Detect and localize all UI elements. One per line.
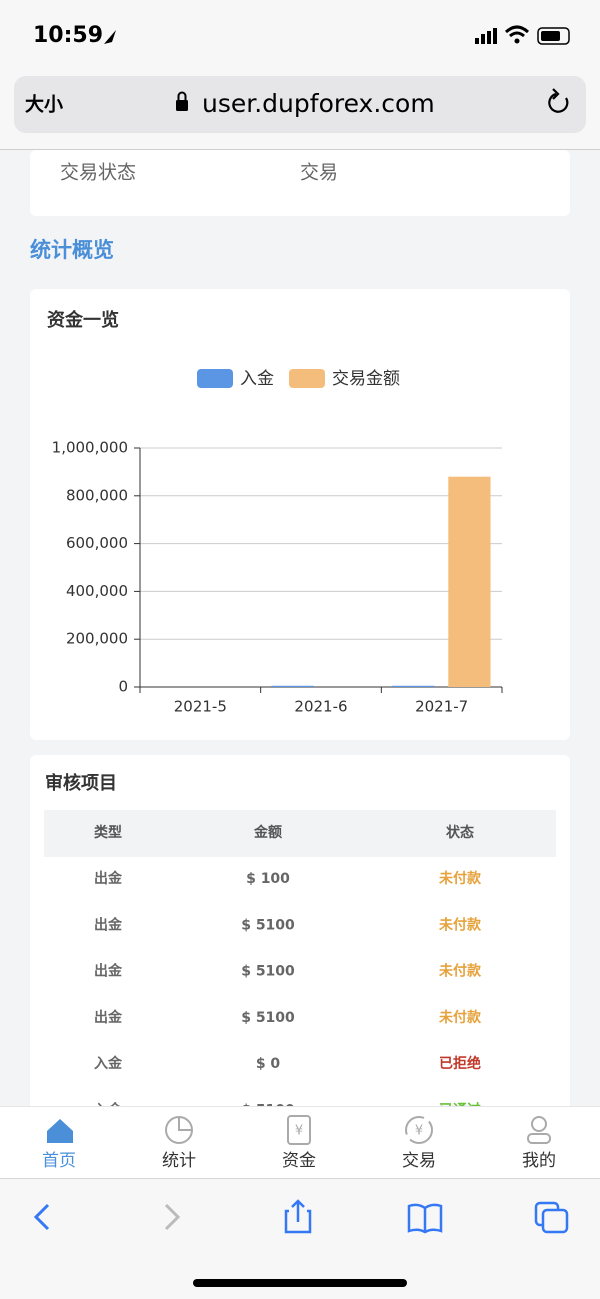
info-value: 交易 (300, 162, 338, 184)
cell-type: 入金 (94, 1055, 123, 1072)
cell-status: 已拒绝 (439, 1055, 481, 1072)
tab-label[interactable]: 首页 (42, 1151, 76, 1171)
clock: 10:59 (33, 23, 103, 48)
y-tick-label: 400,000 (66, 582, 128, 600)
bar (271, 685, 314, 687)
info-label: 交易状态 (60, 162, 136, 184)
tab-label[interactable]: 统计 (162, 1151, 196, 1171)
legend-swatch (289, 369, 325, 388)
y-tick-label: 600,000 (66, 534, 128, 552)
cell-type: 出金 (94, 916, 123, 933)
cell-type: 出金 (94, 870, 123, 887)
section-title: 统计概览 (30, 238, 114, 262)
table-header: 状态 (446, 824, 474, 841)
svg-text:¥: ¥ (295, 1124, 303, 1139)
bar (448, 476, 491, 687)
table-header: 金额 (253, 824, 282, 841)
x-tick-label: 2021-6 (294, 698, 347, 716)
cell-status: 未付款 (439, 870, 482, 887)
cell-status: 未付款 (439, 1009, 482, 1026)
tab-bar (0, 1106, 600, 1179)
y-tick-label: 1,000,000 (52, 439, 128, 457)
chart-card (30, 289, 570, 740)
cell-type: 出金 (94, 963, 123, 980)
x-tick-label: 2021-7 (415, 698, 468, 716)
cell-type: 出金 (94, 1009, 123, 1026)
cell-amount: $ 5100 (241, 964, 295, 980)
bar (392, 685, 435, 687)
legend-label: 入金 (240, 369, 274, 389)
cell-status: 未付款 (439, 963, 482, 980)
url-bar[interactable] (14, 76, 586, 133)
legend-swatch (197, 369, 233, 388)
y-tick-label: 800,000 (66, 486, 128, 504)
y-tick-label: 200,000 (66, 630, 128, 648)
url[interactable]: user.dupforex.com (202, 89, 435, 118)
x-tick-label: 2021-5 (174, 698, 227, 716)
tab-label[interactable]: 我的 (522, 1151, 556, 1171)
info-card (30, 150, 570, 216)
cell-amount: $ 100 (246, 871, 290, 887)
table-header: 类型 (94, 824, 122, 841)
chart-title: 资金一览 (47, 309, 119, 331)
legend-label: 交易金额 (332, 369, 400, 389)
cell-status: 未付款 (439, 916, 482, 933)
svg-text:¥: ¥ (415, 1124, 423, 1139)
tab-label[interactable]: 交易 (402, 1151, 436, 1171)
cell-amount: $ 5100 (241, 917, 295, 933)
cell-amount: $ 5100 (241, 1010, 295, 1026)
tab-label[interactable]: 资金 (282, 1151, 316, 1171)
table-title: 审核项目 (45, 772, 117, 794)
y-tick-label: 0 (118, 678, 128, 696)
text-size[interactable]: 大小 (25, 93, 63, 116)
cell-amount: $ 0 (256, 1056, 281, 1072)
